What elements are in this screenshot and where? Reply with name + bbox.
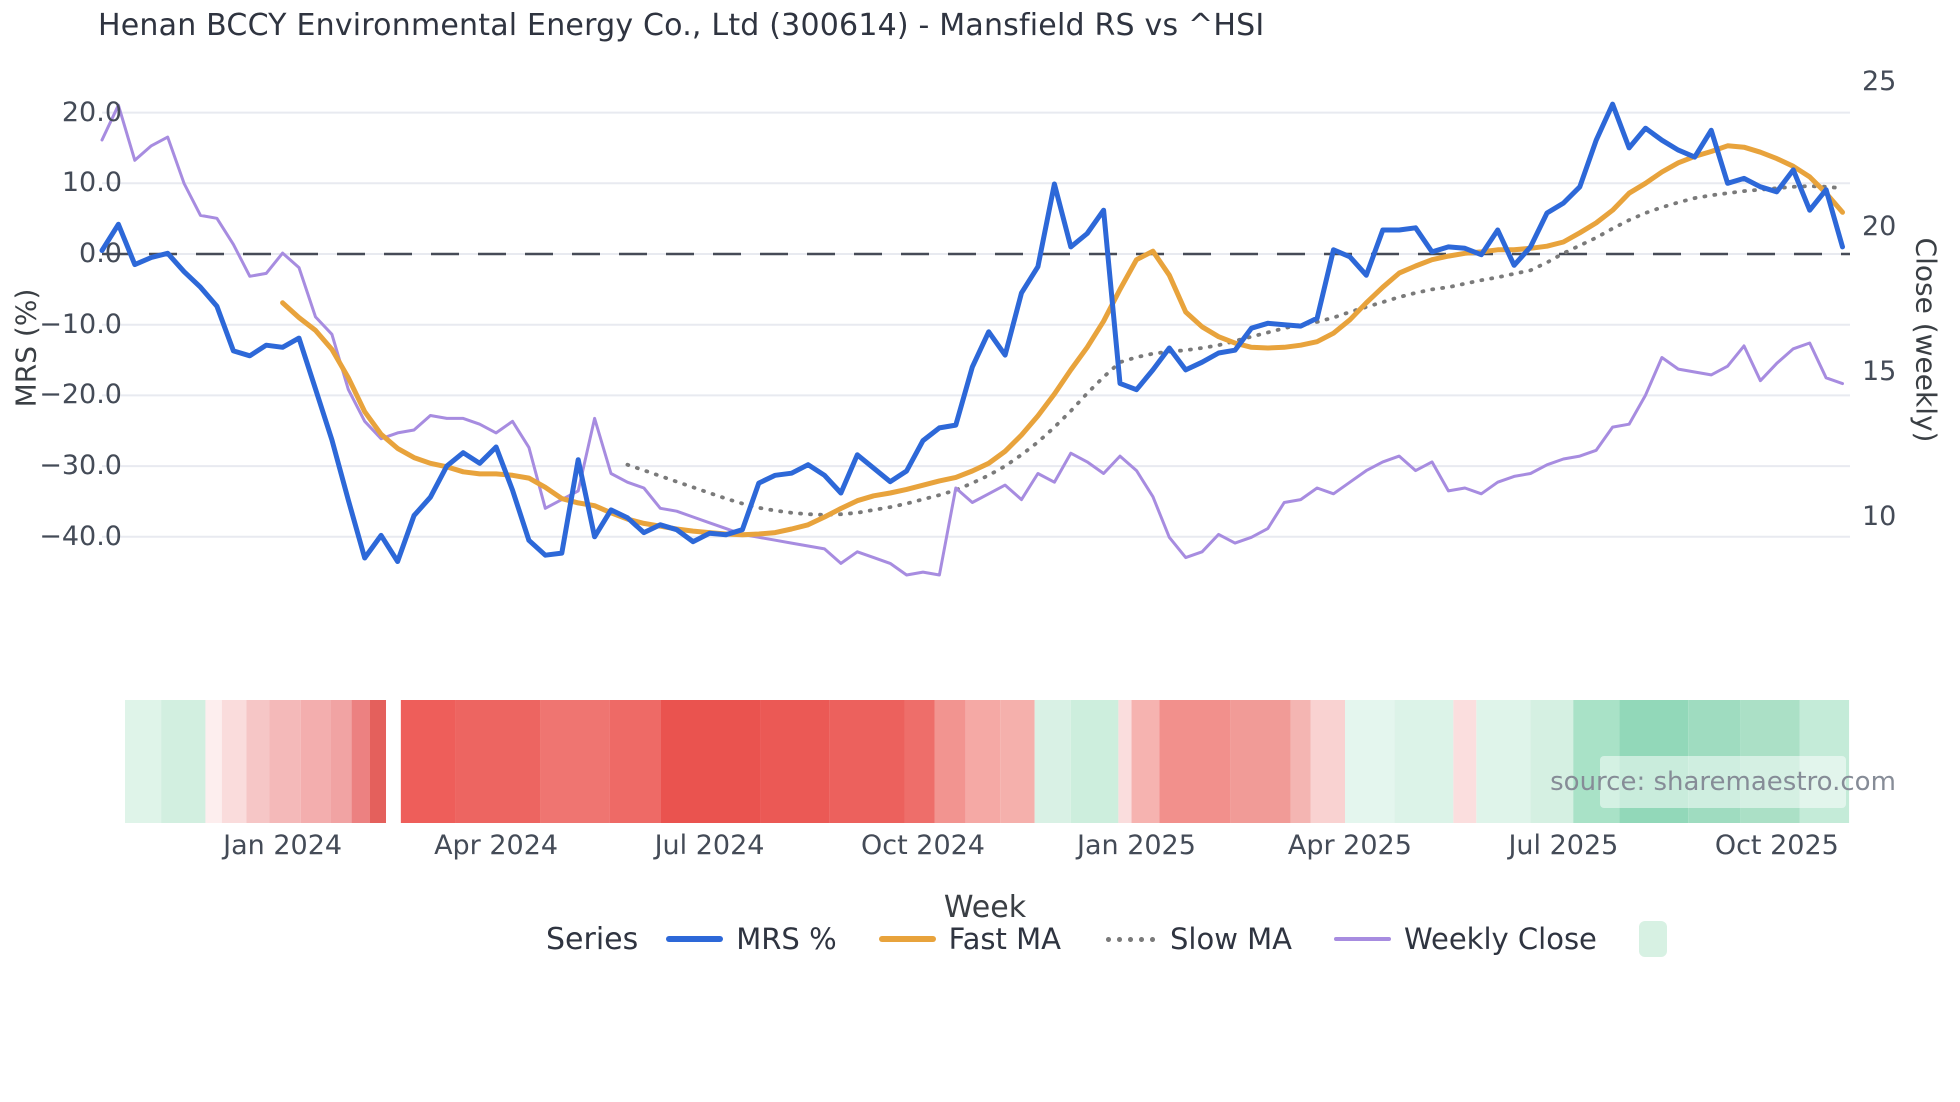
heatmap-cell: [609, 700, 661, 823]
heatmap-cell: [1290, 700, 1311, 823]
heatmap-cell: [1118, 700, 1132, 823]
legend-item-close[interactable]: Weekly Close: [1334, 922, 1597, 956]
heatmap-cell: [1070, 700, 1119, 823]
legend-title: Series: [546, 921, 639, 957]
heatmap-cell: [351, 700, 370, 823]
legend: Series MRS % Fast MA Slow MA Weekly Close: [546, 916, 1709, 962]
heatmap-cell: [386, 700, 401, 823]
x-axis-title: Week: [943, 890, 1027, 925]
heatmap-cell: [124, 700, 162, 823]
heatmap-cell: [965, 700, 1001, 823]
heatmap-cell: [455, 700, 541, 823]
heatmap-cell: [1230, 700, 1291, 823]
page-title: Henan BCCY Environmental Energy Co., Ltd…: [98, 8, 1265, 43]
fast-line-swatch-icon: [878, 936, 936, 942]
heatmap-cell: [829, 700, 905, 823]
y-left-tick-label: 10.0: [61, 167, 122, 199]
heatmap-cell: [1000, 700, 1035, 823]
x-tick-label: Oct 2024: [861, 830, 985, 861]
left-axis-title: MRS (%): [9, 288, 43, 408]
x-tick-label: Apr 2024: [434, 830, 559, 861]
close-line-swatch-icon: [1334, 937, 1391, 941]
slow-dotted-swatch-icon: [1102, 936, 1157, 942]
heatmap-cell: [161, 700, 206, 823]
heatmap-cell: [330, 700, 352, 823]
legend-item-label: MRS %: [736, 922, 837, 956]
source-text: source: sharemaestro.com: [1550, 767, 1896, 797]
heatmap-cell: [1310, 700, 1345, 823]
x-tick-label: Apr 2025: [1287, 830, 1412, 861]
legend-item-fast[interactable]: Fast MA: [878, 922, 1061, 956]
y-right-tick-label: 15: [1862, 356, 1897, 387]
heatmap-cell: [1159, 700, 1231, 823]
x-tick-label: Jan 2024: [223, 830, 343, 861]
heatmap-cell: [300, 700, 331, 823]
heatmap-cell: [1394, 700, 1454, 823]
heatmap-cell: [205, 700, 222, 823]
y-left-tick-label: −40.0: [39, 520, 122, 552]
y-left-tick-label: 0.0: [79, 238, 122, 269]
heatmap-legend-swatch-icon: [1638, 921, 1667, 957]
y-right-tick-label: 25: [1862, 66, 1897, 97]
y-right-tick-label: 20: [1862, 211, 1897, 242]
legend-item-slow[interactable]: Slow MA: [1102, 922, 1292, 956]
heatmap-cell: [1476, 700, 1531, 823]
legend-item-label: Weekly Close: [1404, 922, 1597, 956]
y-left-tick-label: 20.0: [61, 96, 122, 128]
x-tick-label: Jan 2025: [1076, 830, 1196, 861]
x-tick-label: Jul 2024: [654, 830, 765, 861]
heatmap-cell: [246, 700, 270, 823]
weekly-close-line: [100, 103, 1844, 577]
legend-item-mrs[interactable]: MRS %: [666, 922, 837, 956]
heatmap-cell: [1131, 700, 1160, 823]
heatmap-cell: [1453, 700, 1477, 823]
right-axis-title: Close (weekly): [1909, 237, 1943, 443]
heatmap-cell: [934, 700, 966, 823]
heatmap-cell: [904, 700, 935, 823]
source-attribution: source: sharemaestro.com: [1550, 756, 1896, 808]
heatmap-cell: [1344, 700, 1395, 823]
y-left-tick-label: −30.0: [39, 450, 122, 482]
y-right-tick-label: 10: [1862, 501, 1897, 532]
heatmap-cell: [1034, 700, 1071, 823]
y-left-tick-label: −20.0: [39, 379, 122, 411]
heatmap-cell: [269, 700, 301, 823]
heatmap-cell: [1530, 700, 1574, 823]
mrs-line-swatch-icon: [666, 936, 724, 942]
heatmap-cell: [540, 700, 610, 823]
x-tick-label: Oct 2025: [1714, 830, 1839, 861]
fast-ma-line: [280, 143, 1845, 538]
mrs-line: [99, 101, 1845, 564]
heatmap-cell: [369, 700, 387, 823]
legend-item-heat[interactable]: [1638, 921, 1667, 957]
heatmap-cell: [400, 700, 456, 823]
legend-item-label: Fast MA: [948, 922, 1061, 956]
heatmap-cell: [660, 700, 761, 823]
y-left-tick-label: −10.0: [39, 308, 122, 340]
legend-item-label: Slow MA: [1169, 922, 1292, 956]
heatmap-cell: [760, 700, 830, 823]
heatmap-cell: [221, 700, 247, 823]
x-tick-label: Jul 2025: [1508, 830, 1619, 861]
